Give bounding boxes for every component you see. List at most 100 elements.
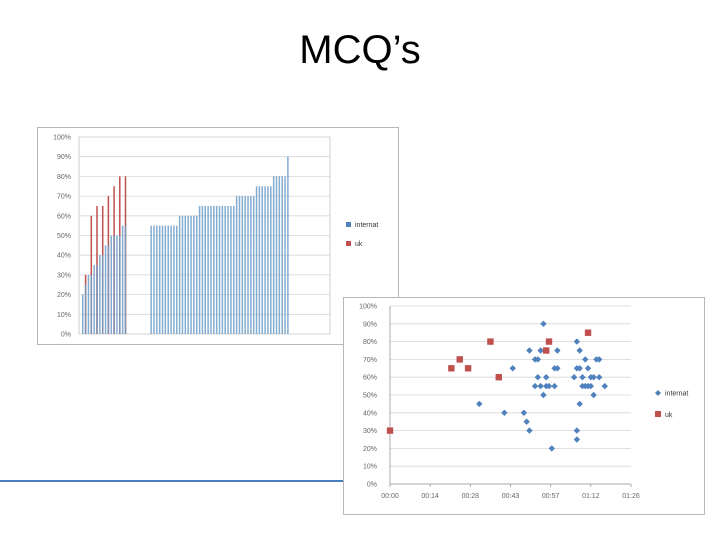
point-internat bbox=[537, 382, 544, 390]
y-tick-label: 20% bbox=[57, 292, 71, 299]
y-tick-label: 100% bbox=[53, 135, 71, 142]
bar-internat bbox=[207, 205, 209, 334]
bar-internat bbox=[255, 186, 258, 334]
bar-chart-svg: 0% 10% 20% 30% 40% 50% 60% 70% 80% 90% 100% interna… bbox=[53, 135, 378, 339]
bar-internat bbox=[104, 245, 107, 334]
legend-swatch-uk bbox=[346, 241, 351, 246]
x-tick-label: 01:26 bbox=[622, 493, 640, 500]
bar-internat bbox=[121, 225, 124, 334]
bar-internat bbox=[264, 186, 266, 334]
bar-internat bbox=[164, 225, 167, 334]
bar-internat bbox=[167, 225, 169, 334]
bar-internat bbox=[252, 196, 255, 334]
bar-internat bbox=[275, 176, 278, 334]
point-uk bbox=[495, 374, 502, 381]
bar-internat bbox=[224, 205, 226, 334]
point-uk bbox=[464, 365, 472, 372]
accent-divider-line bbox=[0, 480, 345, 482]
bar-internat bbox=[278, 176, 281, 334]
y-tick-label: 10% bbox=[363, 464, 377, 471]
bar-internat bbox=[110, 235, 112, 334]
x-tick-label: 01:12 bbox=[582, 493, 600, 500]
bar-internat bbox=[93, 265, 95, 334]
point-uk bbox=[584, 329, 592, 336]
bar-internat bbox=[156, 225, 158, 334]
bar-internat bbox=[210, 205, 212, 334]
bar-internat bbox=[84, 284, 87, 334]
y-tick-label: 40% bbox=[363, 410, 377, 417]
bar-internat bbox=[218, 205, 221, 334]
bar-internat bbox=[116, 235, 118, 334]
bar-internat bbox=[261, 186, 264, 334]
bar-internat bbox=[284, 176, 286, 334]
bar-internat bbox=[238, 196, 241, 334]
bar-chart: 0% 10% 20% 30% 40% 50% 60% 70% 80% 90% 100% interna… bbox=[37, 127, 399, 345]
point-uk bbox=[543, 347, 550, 354]
point-internat bbox=[523, 418, 530, 425]
bar-internat bbox=[113, 235, 115, 334]
y-tick-label: 60% bbox=[363, 375, 377, 382]
y-tick-label: 50% bbox=[57, 233, 71, 240]
x-tick-label: 00:00 bbox=[381, 493, 399, 500]
legend-label-uk: uk bbox=[355, 241, 363, 248]
bar-internat bbox=[153, 225, 155, 334]
point-uk bbox=[487, 338, 494, 345]
point-internat bbox=[596, 374, 603, 381]
bar-internat bbox=[176, 225, 178, 334]
legend-marker-uk bbox=[655, 411, 661, 417]
bar-internat bbox=[270, 186, 272, 334]
bar-internat bbox=[227, 205, 229, 334]
bar-internat bbox=[96, 265, 98, 334]
point-uk bbox=[386, 427, 394, 434]
bar-internat bbox=[158, 225, 161, 334]
y-tick-label: 80% bbox=[363, 339, 377, 346]
x-tick-label: 00:14 bbox=[421, 493, 439, 500]
scatter-chart: 0% 10% 20% 30% 40% 50% 60% 70% 80% 90% 100% 00:00 00… bbox=[343, 297, 705, 515]
bar-internat bbox=[267, 186, 269, 334]
bar-internat bbox=[204, 205, 207, 334]
bar-internat bbox=[258, 186, 261, 334]
bar-internat bbox=[230, 205, 232, 334]
bar-internat bbox=[99, 255, 101, 334]
bar-internat bbox=[201, 205, 204, 334]
legend-label-uk: uk bbox=[665, 412, 673, 419]
bar-internat bbox=[187, 215, 189, 334]
bar-internat bbox=[190, 215, 192, 334]
bar-internat bbox=[178, 215, 181, 334]
y-tick-label: 30% bbox=[57, 272, 71, 279]
bar-internat bbox=[244, 196, 246, 334]
legend-swatch-internat bbox=[346, 222, 351, 227]
point-internat bbox=[590, 374, 597, 381]
x-tick-label: 00:57 bbox=[542, 493, 560, 500]
bar-internat bbox=[90, 274, 93, 334]
y-tick-label: 30% bbox=[363, 428, 377, 435]
x-tick-label: 00:28 bbox=[462, 493, 480, 500]
point-internat bbox=[582, 356, 589, 363]
point-internat bbox=[590, 391, 597, 399]
y-tick-label: 60% bbox=[57, 213, 71, 220]
y-tick-label: 70% bbox=[57, 194, 71, 201]
y-tick-label: 100% bbox=[359, 304, 377, 311]
slide-title: MCQ’s bbox=[299, 28, 421, 72]
point-internat bbox=[476, 400, 483, 408]
point-internat bbox=[554, 365, 561, 372]
y-tick-label: 90% bbox=[363, 321, 377, 328]
point-internat bbox=[576, 400, 583, 408]
bar-internat bbox=[101, 255, 104, 334]
bar-internat bbox=[250, 196, 252, 334]
bar-internat bbox=[119, 235, 121, 334]
bar-internat bbox=[181, 215, 184, 334]
y-tick-label: 0% bbox=[367, 482, 377, 489]
bar-internat bbox=[241, 196, 244, 334]
point-internat bbox=[584, 365, 592, 372]
y-tick-label: 20% bbox=[363, 446, 377, 453]
x-tick-label: 00:43 bbox=[502, 493, 520, 500]
bar-internat bbox=[215, 205, 218, 334]
bar-internat bbox=[247, 196, 249, 334]
bar-internat bbox=[281, 176, 283, 334]
y-tick-label: 10% bbox=[57, 312, 71, 319]
bar-internat bbox=[195, 215, 198, 334]
scatter-chart-svg: 0% 10% 20% 30% 40% 50% 60% 70% 80% 90% 100% 00:00 00… bbox=[359, 304, 688, 501]
bar-internat bbox=[221, 205, 224, 334]
y-tick-label: 90% bbox=[57, 154, 71, 161]
